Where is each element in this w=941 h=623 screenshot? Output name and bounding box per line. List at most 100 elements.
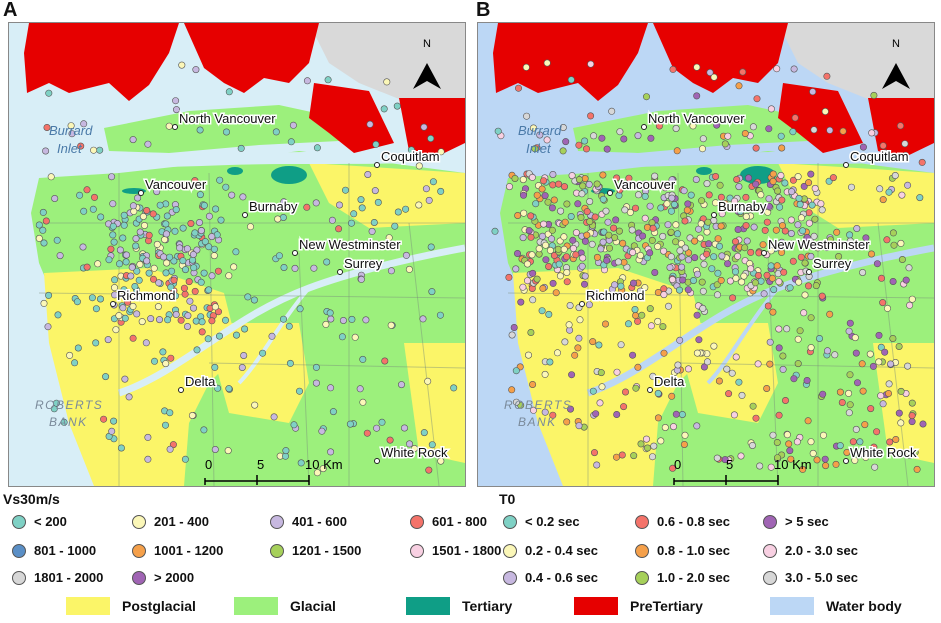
vs30-legend-swatch	[270, 543, 284, 558]
sample-point	[858, 360, 866, 368]
sample-point	[737, 452, 745, 460]
sample-point	[156, 201, 164, 209]
sample-point	[160, 253, 168, 261]
sample-point	[789, 176, 797, 184]
place-label-delta: Delta	[185, 374, 216, 389]
sample-point	[144, 455, 152, 463]
sample-point	[324, 76, 332, 84]
sample-point	[632, 384, 640, 392]
sample-point	[147, 315, 155, 323]
sample-point	[529, 269, 537, 277]
sample-point	[735, 378, 743, 386]
sample-point	[731, 197, 739, 205]
sample-point	[581, 280, 589, 288]
sample-point	[535, 245, 543, 253]
sample-point	[600, 228, 608, 236]
sample-point	[636, 251, 644, 259]
sample-point	[322, 320, 330, 328]
sample-point	[777, 132, 785, 140]
sample-point	[143, 207, 151, 215]
sample-point	[563, 278, 571, 286]
sample-point	[546, 246, 554, 254]
sample-point	[593, 180, 601, 188]
sample-point	[765, 125, 773, 133]
sample-point	[597, 245, 605, 253]
sample-point	[327, 448, 335, 456]
scale-bar-line	[673, 475, 779, 485]
sample-point	[654, 414, 662, 422]
sample-point	[643, 93, 651, 101]
sample-point	[757, 191, 765, 199]
sample-point	[405, 265, 413, 273]
sample-point	[685, 249, 693, 257]
sample-point	[589, 387, 597, 395]
t0-legend-swatch	[763, 514, 777, 529]
sample-point	[326, 309, 334, 317]
sample-point	[807, 252, 815, 260]
sample-point	[397, 381, 405, 389]
sample-point	[908, 399, 916, 407]
place-label-burrard-inlet: Burrard	[518, 123, 562, 138]
sample-point	[105, 256, 113, 264]
place-label-surrey: Surrey	[813, 256, 852, 271]
t0-legend-swatch	[503, 514, 517, 529]
sample-point	[80, 207, 88, 215]
sample-point	[717, 193, 725, 201]
sample-point	[259, 349, 267, 357]
sample-point	[272, 128, 280, 136]
sample-point	[348, 315, 356, 323]
sample-point	[717, 276, 725, 284]
sample-point	[895, 449, 903, 457]
sample-point	[533, 191, 541, 199]
sample-point	[123, 251, 131, 259]
sample-point	[111, 276, 119, 284]
sample-point	[896, 122, 904, 130]
sample-point	[237, 144, 245, 152]
sample-point	[630, 279, 638, 287]
sample-point	[312, 363, 320, 371]
sample-point	[629, 351, 637, 359]
sample-point	[244, 293, 252, 301]
sample-point	[663, 181, 671, 189]
sample-point	[543, 59, 551, 67]
sample-point	[290, 421, 298, 429]
sample-point	[887, 360, 895, 368]
sample-point	[138, 318, 146, 326]
sample-point	[45, 89, 53, 97]
sample-point	[787, 240, 795, 248]
sample-point	[74, 344, 82, 352]
sample-point	[525, 227, 533, 235]
sample-point	[563, 418, 571, 426]
t0-legend-label: 0.4 - 0.6 sec	[525, 570, 598, 585]
sample-point	[679, 276, 687, 284]
sample-point	[239, 193, 247, 201]
sample-point	[567, 213, 575, 221]
sample-point	[803, 376, 811, 384]
sample-point	[216, 332, 224, 340]
sample-point	[341, 186, 349, 194]
sample-point	[805, 209, 813, 217]
sample-point	[548, 204, 556, 212]
sample-point	[892, 435, 900, 443]
geology-label: Postglacial	[122, 598, 196, 614]
sample-point	[728, 369, 736, 377]
sample-point	[527, 212, 535, 220]
sample-point	[575, 141, 583, 149]
sample-point	[121, 375, 129, 383]
sample-point	[610, 224, 618, 232]
sample-point	[776, 203, 784, 211]
sample-point	[45, 291, 53, 299]
sample-point	[224, 447, 232, 455]
city-marker	[579, 301, 585, 307]
sample-point	[654, 389, 662, 397]
sample-point	[149, 210, 157, 218]
sample-point	[836, 442, 844, 450]
sample-point	[529, 296, 537, 304]
north-arrow-label: N	[892, 38, 900, 50]
sample-point	[765, 202, 773, 210]
city-marker	[806, 269, 812, 275]
sample-point	[519, 283, 527, 291]
sample-point	[613, 174, 621, 182]
place-label-coquitlam: Coquitlam	[381, 149, 440, 164]
sample-point	[400, 424, 408, 432]
